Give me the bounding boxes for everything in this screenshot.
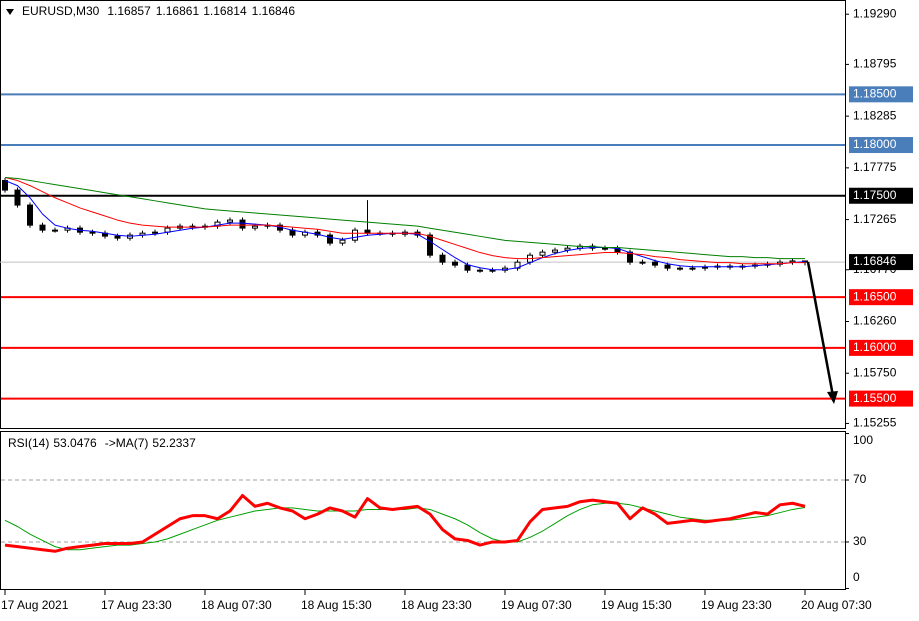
level-label-bg xyxy=(849,390,913,407)
candle-body xyxy=(689,267,696,270)
candle-body xyxy=(227,219,233,223)
last-price-label-bg xyxy=(849,254,913,271)
level-label: 1.18000 xyxy=(853,137,897,151)
y-tick-label: 1.15750 xyxy=(853,365,897,379)
level-label: 1.16000 xyxy=(853,340,897,354)
x-tick-label: 19 Aug 23:30 xyxy=(701,598,772,612)
x-tick-label: 18 Aug 07:30 xyxy=(201,598,272,612)
rsi-name: RSI(14) xyxy=(8,436,49,450)
close: 1.16846 xyxy=(252,4,296,18)
candle-body xyxy=(152,231,158,234)
last-price-label: 1.16846 xyxy=(853,254,897,268)
low: 1.16814 xyxy=(203,4,247,18)
y-tick-label: 1.17775 xyxy=(853,160,897,174)
symbol: EURUSD,M30 xyxy=(22,4,100,18)
high: 1.16861 xyxy=(156,4,200,18)
x-tick-label: 18 Aug 15:30 xyxy=(301,598,372,612)
rsi-value: 53.0476 xyxy=(53,436,97,450)
y-tick-label: 0 xyxy=(853,570,860,584)
y-tick-label: 1.15255 xyxy=(853,416,897,430)
x-tick-label: 17 Aug 2021 xyxy=(1,598,69,612)
candle-body xyxy=(464,264,471,271)
y-tick-label: 1.19290 xyxy=(853,6,897,20)
candle-body xyxy=(552,249,558,253)
candle-body xyxy=(52,229,58,232)
series-line xyxy=(4,502,806,551)
level-label: 1.16500 xyxy=(853,289,897,303)
x-tick-label: 20 Aug 07:30 xyxy=(801,598,872,612)
candle-body xyxy=(364,229,371,234)
y-tick-label: 70 xyxy=(853,472,867,486)
ma-name: ->MA(7) xyxy=(105,436,149,450)
candle-body xyxy=(252,225,258,229)
level-label-bg xyxy=(849,137,913,154)
candle-body xyxy=(327,234,333,244)
rsi-header: RSI(14) 53.0476 ->MA(7) 52.2337 xyxy=(8,436,196,450)
candle-body xyxy=(89,231,96,234)
candle-body xyxy=(489,269,496,272)
candle-body xyxy=(452,261,458,266)
x-tick-label: 17 Aug 23:30 xyxy=(101,598,172,612)
candle-body xyxy=(639,261,646,264)
candle-body xyxy=(539,251,546,256)
series-line xyxy=(4,494,806,553)
x-tick-label: 18 Aug 23:30 xyxy=(401,598,472,612)
level-label: 1.15500 xyxy=(853,391,897,405)
candle-body xyxy=(677,267,683,270)
level-label: 1.17500 xyxy=(853,188,897,202)
y-tick-label: 1.16260 xyxy=(853,314,897,328)
x-tick-label: 19 Aug 07:30 xyxy=(501,598,572,612)
level-label: 1.18500 xyxy=(853,86,897,100)
y-tick-label: 1.18285 xyxy=(853,108,897,122)
open: 1.16857 xyxy=(107,4,151,18)
candle-body xyxy=(27,204,33,226)
candle-body xyxy=(789,260,796,263)
candle-body xyxy=(477,269,483,272)
candle-body xyxy=(602,247,608,250)
candle-body xyxy=(427,234,433,256)
ma-value: 52.2337 xyxy=(152,436,196,450)
candle-body xyxy=(439,254,446,263)
candle-body xyxy=(702,266,708,269)
y-tick-label: 1.18795 xyxy=(853,57,897,71)
menu-triangle xyxy=(6,9,14,15)
candle-body xyxy=(39,224,46,231)
arrow-head xyxy=(827,391,838,404)
candle-body xyxy=(652,261,658,266)
candle-body xyxy=(14,189,21,206)
series-line xyxy=(4,177,805,265)
level-label-bg xyxy=(849,187,913,204)
forecast-arrow xyxy=(806,261,835,397)
candle-body xyxy=(239,219,246,229)
y-tick-label: 100 xyxy=(853,433,873,447)
candle-body xyxy=(339,239,346,244)
y-tick-label: 30 xyxy=(853,534,867,548)
level-label-bg xyxy=(849,289,913,306)
candle-body xyxy=(664,264,671,269)
candle-body xyxy=(2,180,8,191)
price-header: EURUSD,M30 1.16857 1.16861 1.16814 1.16846 xyxy=(22,4,295,18)
candle-body xyxy=(352,229,358,241)
series-line xyxy=(4,176,805,260)
y-tick-label: 1.17265 xyxy=(853,212,897,226)
level-label-bg xyxy=(849,86,913,103)
x-tick-label: 19 Aug 15:30 xyxy=(601,598,672,612)
candle-body xyxy=(114,235,121,239)
level-label-bg xyxy=(849,339,913,356)
price-panel xyxy=(0,0,846,429)
